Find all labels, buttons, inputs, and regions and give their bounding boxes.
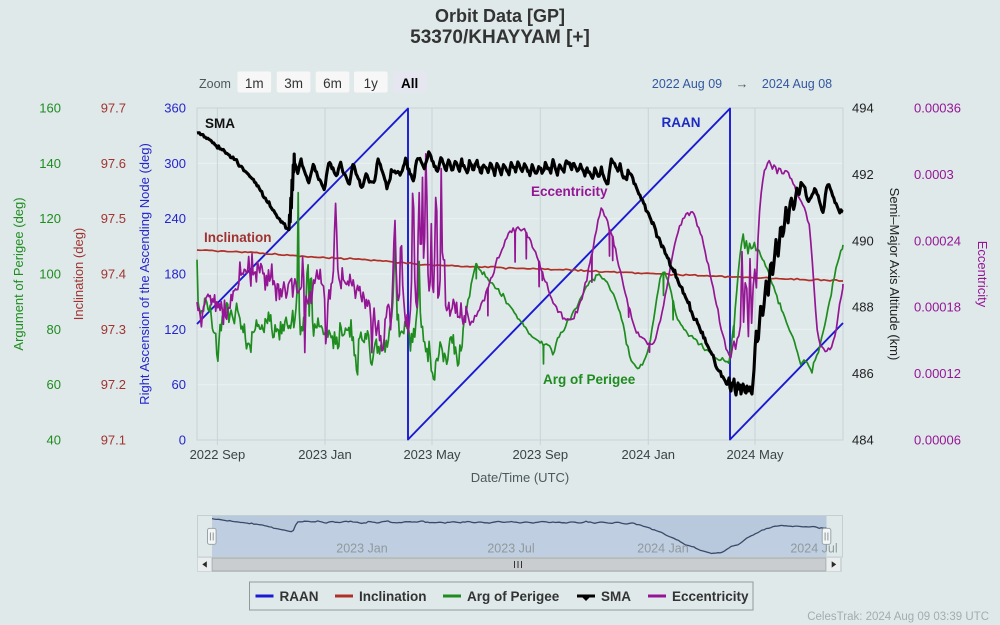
svg-text:0.00006: 0.00006 xyxy=(914,433,961,448)
svg-text:97.5: 97.5 xyxy=(101,211,126,226)
svg-text:6m: 6m xyxy=(323,76,342,91)
svg-text:60: 60 xyxy=(172,377,186,392)
svg-text:488: 488 xyxy=(852,300,874,315)
svg-text:97.7: 97.7 xyxy=(101,101,126,116)
svg-text:484: 484 xyxy=(852,433,874,448)
svg-text:Inclination: Inclination xyxy=(204,230,272,245)
svg-text:80: 80 xyxy=(47,322,61,337)
svg-text:492: 492 xyxy=(852,167,874,182)
svg-text:120: 120 xyxy=(164,322,186,337)
svg-text:180: 180 xyxy=(164,267,186,282)
svg-text:2023 Jan: 2023 Jan xyxy=(336,542,387,556)
svg-text:Orbit Data [GP]: Orbit Data [GP] xyxy=(435,6,565,26)
svg-text:97.2: 97.2 xyxy=(101,377,126,392)
svg-text:All: All xyxy=(401,76,418,91)
svg-text:2024 Jan: 2024 Jan xyxy=(637,542,688,556)
svg-text:2023 Sep: 2023 Sep xyxy=(512,447,568,462)
svg-text:→: → xyxy=(736,76,749,91)
svg-text:97.4: 97.4 xyxy=(101,267,126,282)
svg-text:2022 Aug 09: 2022 Aug 09 xyxy=(652,77,722,91)
svg-text:486: 486 xyxy=(852,366,874,381)
svg-text:300: 300 xyxy=(164,156,186,171)
svg-text:97.1: 97.1 xyxy=(101,433,126,448)
svg-text:Inclination (deg): Inclination (deg) xyxy=(71,228,86,321)
svg-text:97.6: 97.6 xyxy=(101,156,126,171)
svg-text:0: 0 xyxy=(179,433,186,448)
svg-text:0.00036: 0.00036 xyxy=(914,101,961,116)
svg-text:1m: 1m xyxy=(245,76,264,91)
svg-text:Right Ascension of the Ascendi: Right Ascension of the Ascending Node (d… xyxy=(137,143,152,405)
svg-text:Eccentricity: Eccentricity xyxy=(975,241,990,308)
svg-text:0.00012: 0.00012 xyxy=(914,366,961,381)
svg-text:Date/Time (UTC): Date/Time (UTC) xyxy=(471,470,569,485)
svg-text:Semi–Major Axis Altitude (km): Semi–Major Axis Altitude (km) xyxy=(887,188,902,361)
svg-text:Eccentricity: Eccentricity xyxy=(672,589,749,604)
svg-text:100: 100 xyxy=(39,267,61,282)
svg-text:494: 494 xyxy=(852,101,874,116)
svg-text:Zoom: Zoom xyxy=(199,77,231,91)
svg-text:2023 Jan: 2023 Jan xyxy=(298,447,352,462)
svg-text:2023 May: 2023 May xyxy=(403,447,461,462)
svg-text:1y: 1y xyxy=(364,76,379,91)
svg-text:60: 60 xyxy=(47,377,61,392)
svg-text:40: 40 xyxy=(47,433,61,448)
svg-text:Arg of Perigee: Arg of Perigee xyxy=(467,589,560,604)
svg-text:2024 Jan: 2024 Jan xyxy=(622,447,676,462)
svg-text:RAAN: RAAN xyxy=(280,589,319,604)
svg-text:490: 490 xyxy=(852,233,874,248)
svg-text:0.00024: 0.00024 xyxy=(914,233,961,248)
svg-text:RAAN: RAAN xyxy=(662,115,701,130)
svg-text:Arg of Perigee: Arg of Perigee xyxy=(543,372,636,387)
svg-text:360: 360 xyxy=(164,101,186,116)
svg-text:240: 240 xyxy=(164,211,186,226)
svg-text:SMA: SMA xyxy=(205,116,235,131)
svg-text:97.3: 97.3 xyxy=(101,322,126,337)
svg-text:2024 Jul: 2024 Jul xyxy=(790,542,837,556)
svg-text:2024 Aug 08: 2024 Aug 08 xyxy=(762,77,832,91)
svg-text:Argument of Perigee (deg): Argument of Perigee (deg) xyxy=(11,197,26,350)
svg-text:120: 120 xyxy=(39,211,61,226)
svg-text:Eccentricity: Eccentricity xyxy=(531,184,608,199)
svg-text:2023 Jul: 2023 Jul xyxy=(487,542,534,556)
svg-text:0.00018: 0.00018 xyxy=(914,300,961,315)
svg-text:53370/KHAYYAM [+]: 53370/KHAYYAM [+] xyxy=(410,27,590,48)
svg-text:SMA: SMA xyxy=(601,589,631,604)
svg-text:160: 160 xyxy=(39,101,61,116)
svg-text:3m: 3m xyxy=(284,76,303,91)
svg-text:0.0003: 0.0003 xyxy=(914,167,954,182)
svg-text:CelesTrak: 2024 Aug 09 03:39 U: CelesTrak: 2024 Aug 09 03:39 UTC xyxy=(807,611,989,623)
svg-text:140: 140 xyxy=(39,156,61,171)
svg-text:2022 Sep: 2022 Sep xyxy=(190,447,246,462)
svg-text:Inclination: Inclination xyxy=(359,589,427,604)
svg-text:2024 May: 2024 May xyxy=(726,447,784,462)
